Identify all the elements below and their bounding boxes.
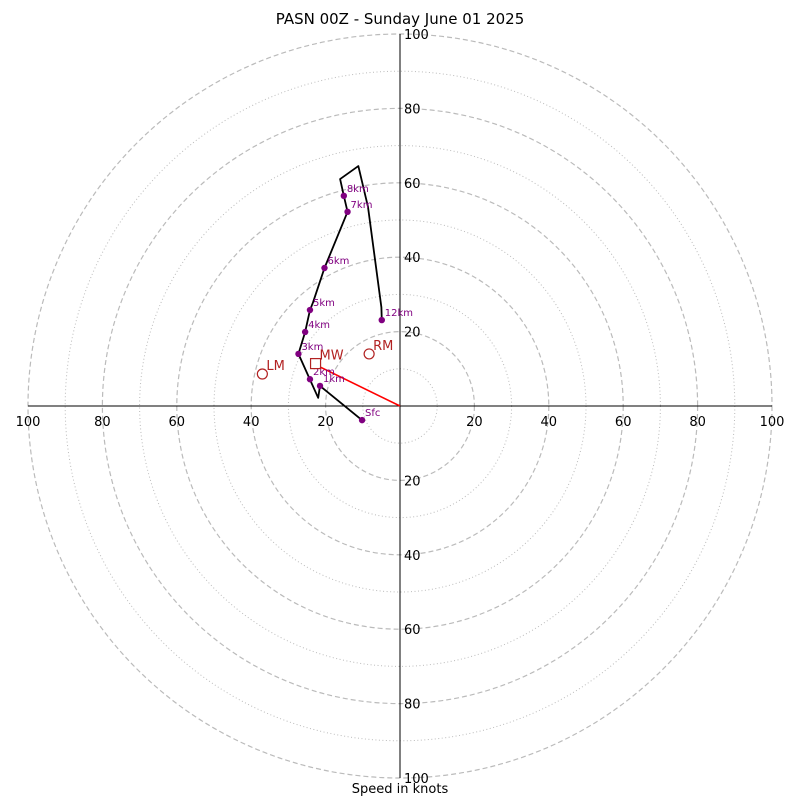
tick-label-north-20: 20 <box>404 326 421 341</box>
level-label-12km: 12km <box>385 308 413 319</box>
tick-label-west-20: 20 <box>317 415 334 430</box>
tick-label-east-100: 100 <box>760 415 785 430</box>
storm-motion-layer: RM LM MW <box>256 339 393 380</box>
tick-label-east-80: 80 <box>689 415 706 430</box>
x-axis-label: Speed in knots <box>351 782 449 797</box>
level-marker-4km <box>301 328 309 336</box>
level-label-1km: 1km <box>323 374 345 385</box>
level-marker-2km <box>306 376 314 383</box>
level-label-7km: 7km <box>351 200 373 211</box>
storm-motion-label-rm: RM <box>373 339 393 354</box>
storm-motion-label-mw: MW <box>320 349 344 364</box>
tick-label-east-60: 60 <box>615 415 632 430</box>
storm-motion-marker-rm <box>363 348 375 360</box>
tick-label-north-40: 40 <box>404 251 421 266</box>
tick-label-north-80: 80 <box>404 102 421 117</box>
level-marker-sfc <box>358 416 366 424</box>
tick-label-south-100: 100 <box>404 772 429 787</box>
level-marker-6km <box>321 264 328 272</box>
level-marker-12km <box>378 316 385 324</box>
chart-title: PASN 00Z - Sunday June 01 2025 <box>275 10 525 28</box>
level-label-5km: 5km <box>313 298 335 309</box>
level-label-2km: 2km <box>313 367 335 378</box>
tick-label-east-20: 20 <box>466 415 483 430</box>
tick-label-north-60: 60 <box>404 177 421 192</box>
tick-label-west-60: 60 <box>169 415 186 430</box>
tick-label-south-60: 60 <box>404 623 421 638</box>
level-label-3km: 3km <box>301 342 323 353</box>
tick-label-west-40: 40 <box>243 415 260 430</box>
tick-label-south-80: 80 <box>404 698 421 713</box>
tick-label-east-40: 40 <box>541 415 558 430</box>
tick-label-north-100: 100 <box>404 28 429 43</box>
level-marker-8km <box>340 192 348 200</box>
level-label-6km: 6km <box>327 256 349 267</box>
shear-vector-layer <box>319 366 401 407</box>
storm-motion-marker-mw <box>309 357 322 370</box>
tick-labels: 20 20 20 20 40 40 40 40 60 60 60 60 80 80 80 80 100 100 10… <box>16 28 785 787</box>
level-label-4km: 4km <box>308 320 330 331</box>
tick-label-south-20: 20 <box>404 474 421 489</box>
level-marker-1km <box>316 382 324 390</box>
level-marker-7km <box>344 208 351 216</box>
level-label-8km: 8km <box>347 184 369 195</box>
mean-wind-shear-line <box>319 366 401 407</box>
storm-motion-marker-lm <box>256 368 268 380</box>
level-label-sfc: Sfc <box>365 408 380 419</box>
level-marker-5km <box>306 306 314 314</box>
storm-motion-label-lm: LM <box>266 359 284 374</box>
level-marker-3km <box>295 350 302 358</box>
tick-label-south-40: 40 <box>404 549 421 564</box>
tick-label-west-80: 80 <box>94 415 111 430</box>
tick-label-west-100: 100 <box>16 415 41 430</box>
